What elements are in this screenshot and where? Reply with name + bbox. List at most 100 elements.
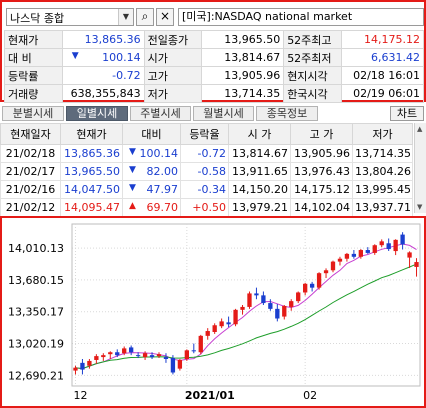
x-tick-label: 2021/01 — [185, 389, 235, 402]
tab-5[interactable]: 종목정보 — [256, 106, 318, 121]
candle-body — [80, 362, 85, 370]
quote-label: 저가 — [143, 84, 203, 103]
tab-1[interactable]: 분별시세 — [2, 106, 64, 121]
rate-cell: -0.58 — [180, 162, 229, 181]
quote-label: 한국시각 — [283, 84, 343, 103]
candle-body — [289, 301, 294, 307]
candle-body — [365, 250, 370, 253]
candle-body — [108, 352, 113, 355]
close-cell: 13,965.50 — [60, 162, 123, 181]
quote-label: 거래량 — [4, 84, 63, 103]
quote-label: 현재가 — [4, 30, 63, 49]
candle-body — [275, 308, 280, 319]
open-cell: 13,911.65 — [228, 162, 291, 181]
quote-label: 대 비 — [4, 48, 63, 67]
candle-body — [323, 270, 329, 274]
candle-body — [344, 253, 350, 259]
table-row[interactable]: 21/02/17 13,965.50 ▼ 82.00 -0.58 13,911.65 13,… — [0, 162, 413, 181]
x-tick-label: 02 — [303, 389, 317, 402]
quote-row: 대 비 ▼ 100.14 시가 13,814.67 52주최저 6,631.42 — [4, 48, 424, 67]
candle-body — [163, 357, 169, 359]
history-column-header: 현재가 — [60, 123, 123, 145]
table-row[interactable]: 21/02/12 14,095.47 ▲ 69.70 +0.50 13,979.21 14,… — [0, 198, 413, 217]
quote-value-text: 14,175.12 — [364, 33, 420, 46]
history-column-header: 고 가 — [290, 123, 353, 145]
quote-value: 638,355,843 — [61, 84, 145, 103]
candle-body — [254, 293, 259, 296]
quote-value: 6,631.42 — [341, 48, 424, 67]
candle-body — [330, 261, 336, 271]
close-cell: 14,047.50 — [60, 180, 123, 199]
candle-body — [407, 252, 412, 258]
candle-body — [122, 348, 127, 354]
dropdown-arrow-icon[interactable]: ▼ — [118, 9, 133, 25]
low-cell: 13,937.71 — [352, 198, 413, 217]
quote-value: 02/18 16:01 — [341, 66, 424, 85]
y-tick-label: 13,350.17 — [8, 306, 64, 319]
candle-body — [296, 292, 301, 302]
tab-4[interactable]: 월별시세 — [193, 106, 254, 121]
quote-value: ▼ 100.14 — [61, 48, 145, 67]
candle-body — [316, 273, 322, 288]
history-scrollbar[interactable]: ▲ ▼ — [414, 123, 426, 213]
candle-body — [198, 335, 203, 353]
change-value: 100.14 — [139, 147, 179, 160]
tab-2[interactable]: 일별시세 — [66, 106, 128, 121]
candle-body — [400, 234, 405, 245]
scroll-up-icon[interactable]: ▲ — [417, 125, 423, 133]
candle-body — [177, 359, 183, 369]
candle-body — [358, 250, 363, 257]
candle-body — [87, 360, 92, 366]
table-row[interactable]: 21/02/16 14,047.50 ▼ 47.97 -0.34 14,150.20 14,… — [0, 180, 413, 199]
index-combo[interactable]: 나스닥 종합 ▼ — [6, 8, 134, 26]
quote-label: 고가 — [143, 66, 203, 85]
candle-body — [393, 239, 398, 252]
candle-body — [156, 354, 162, 357]
candle-body — [268, 303, 273, 309]
candlestick-chart: 14,010.13 13,680.15 13,350.17 13,020.19 12,6… — [8, 223, 421, 402]
quote-value-text: 100.14 — [102, 51, 141, 64]
quote-value-text: 6,631.42 — [371, 51, 420, 64]
date-cell: 21/02/17 — [0, 162, 61, 181]
table-row[interactable]: 21/02/18 13,865.36 ▼ 100.14 -0.72 13,814.67 13… — [0, 144, 413, 163]
quote-value-text: 638,355,843 — [70, 87, 141, 100]
index-name: 나스닥 종합 — [10, 12, 65, 25]
quote-value-text: 13,865.36 — [84, 33, 141, 46]
quote-value-text: 13,905.96 — [224, 69, 281, 82]
y-tick-label: 12,690.21 — [8, 369, 64, 382]
quote-value-text: 13,714.35 — [224, 87, 281, 100]
quote-label: 시가 — [143, 48, 203, 67]
close-cell: 13,865.36 — [60, 144, 123, 163]
down-arrow-icon: ▼ — [71, 51, 79, 61]
candle-body — [219, 321, 224, 327]
search-icon[interactable]: ⌕ — [136, 8, 154, 26]
change-value: 82.00 — [146, 165, 179, 178]
rate-cell: -0.34 — [180, 180, 229, 199]
down-arrow-icon: ▼ — [129, 183, 136, 193]
plot-area — [71, 223, 421, 387]
date-cell: 21/02/12 — [0, 198, 61, 217]
quote-value-text: 13,814.67 — [224, 51, 281, 64]
quote-value: 13,814.67 — [201, 48, 285, 67]
down-arrow-icon: ▼ — [129, 165, 136, 175]
quote-value: 13,714.35 — [201, 84, 285, 103]
candle-body — [191, 350, 196, 352]
chart-button[interactable]: 차트 — [390, 106, 424, 121]
candle-body — [303, 283, 308, 293]
tab-3[interactable]: 주별시세 — [130, 106, 191, 121]
y-tick-label: 14,010.13 — [8, 242, 64, 255]
quote-value: 13,965.50 — [201, 30, 285, 49]
change-value: 69.70 — [146, 201, 179, 214]
close-icon[interactable]: × — [156, 8, 174, 26]
candle-body — [309, 283, 315, 288]
scroll-down-icon[interactable]: ▼ — [417, 203, 423, 211]
high-cell: 14,175.12 — [290, 180, 353, 199]
change-cell: ▼ 100.14 — [122, 144, 181, 163]
quote-value: -0.72 — [61, 66, 145, 85]
quote-value: 02/19 06:01 — [341, 84, 424, 103]
chart-panel-frame — [0, 216, 426, 408]
y-tick-label: 13,680.15 — [8, 274, 64, 287]
quote-row: 거래량 638,355,843 저가 13,714.35 한국시각 02/19 06:01 — [4, 84, 424, 103]
